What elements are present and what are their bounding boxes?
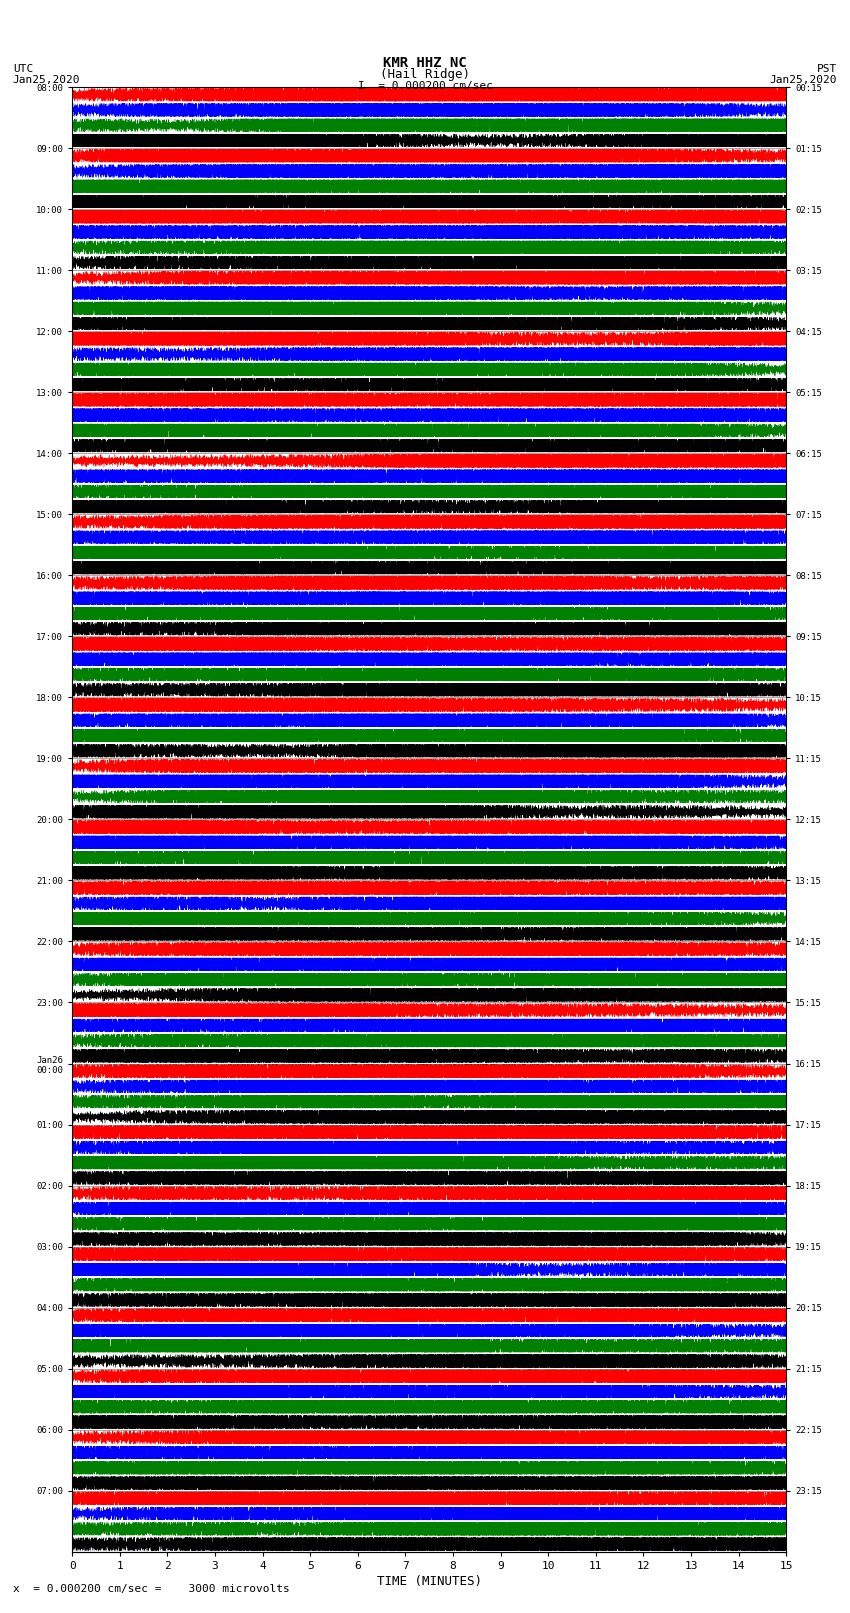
Text: PST
Jan25,2020: PST Jan25,2020 [770,65,837,85]
Text: KMR HHZ NC: KMR HHZ NC [383,56,467,71]
X-axis label: TIME (MINUTES): TIME (MINUTES) [377,1574,482,1587]
Text: UTC
Jan25,2020: UTC Jan25,2020 [13,65,80,85]
Text: I  = 0.000200 cm/sec: I = 0.000200 cm/sec [358,81,492,90]
Text: (Hail Ridge): (Hail Ridge) [380,68,470,82]
Text: x  = 0.000200 cm/sec =    3000 microvolts: x = 0.000200 cm/sec = 3000 microvolts [13,1584,290,1594]
